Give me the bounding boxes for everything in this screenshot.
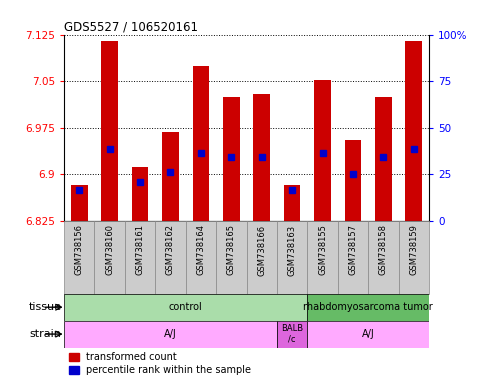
Text: tissue: tissue	[29, 302, 62, 312]
Bar	[284, 185, 300, 221]
Text: control: control	[169, 302, 203, 312]
Text: GSM738165: GSM738165	[227, 224, 236, 275]
Text: GSM738164: GSM738164	[196, 224, 206, 275]
Bar	[216, 221, 246, 294]
Text: GSM738163: GSM738163	[287, 224, 297, 276]
Text: A/J: A/J	[362, 329, 375, 339]
Bar	[64, 294, 307, 321]
Bar	[277, 321, 307, 348]
Bar	[186, 221, 216, 294]
Text: GSM738162: GSM738162	[166, 224, 175, 275]
Bar	[193, 66, 209, 221]
Text: rhabdomyosarcoma tumor: rhabdomyosarcoma tumor	[303, 302, 433, 312]
Bar	[162, 132, 179, 221]
Text: GDS5527 / 106520161: GDS5527 / 106520161	[64, 20, 198, 33]
Bar	[102, 41, 118, 221]
Text: GSM738155: GSM738155	[318, 224, 327, 275]
Bar	[307, 221, 338, 294]
Bar	[132, 167, 148, 221]
Text: GSM738157: GSM738157	[349, 224, 357, 275]
Text: GSM738166: GSM738166	[257, 224, 266, 276]
Bar	[368, 221, 398, 294]
Bar	[375, 97, 391, 221]
Bar	[253, 94, 270, 221]
Text: BALB
/c: BALB /c	[281, 324, 303, 344]
Text: GSM738160: GSM738160	[105, 224, 114, 275]
Bar	[338, 221, 368, 294]
Bar	[64, 321, 277, 348]
Bar	[307, 321, 429, 348]
Bar	[314, 80, 331, 221]
Bar	[71, 185, 88, 221]
Bar	[307, 294, 429, 321]
Legend: transformed count, percentile rank within the sample: transformed count, percentile rank withi…	[69, 353, 251, 375]
Bar	[405, 41, 422, 221]
Text: A/J: A/J	[164, 329, 177, 339]
Bar	[95, 221, 125, 294]
Bar	[64, 221, 95, 294]
Bar	[223, 97, 240, 221]
Bar	[246, 221, 277, 294]
Text: GSM738156: GSM738156	[75, 224, 84, 275]
Text: GSM738159: GSM738159	[409, 224, 418, 275]
Bar	[155, 221, 186, 294]
Text: GSM738161: GSM738161	[136, 224, 144, 275]
Text: strain: strain	[30, 329, 62, 339]
Bar	[345, 140, 361, 221]
Bar	[125, 221, 155, 294]
Bar	[398, 221, 429, 294]
Bar	[277, 221, 307, 294]
Text: GSM738158: GSM738158	[379, 224, 388, 275]
